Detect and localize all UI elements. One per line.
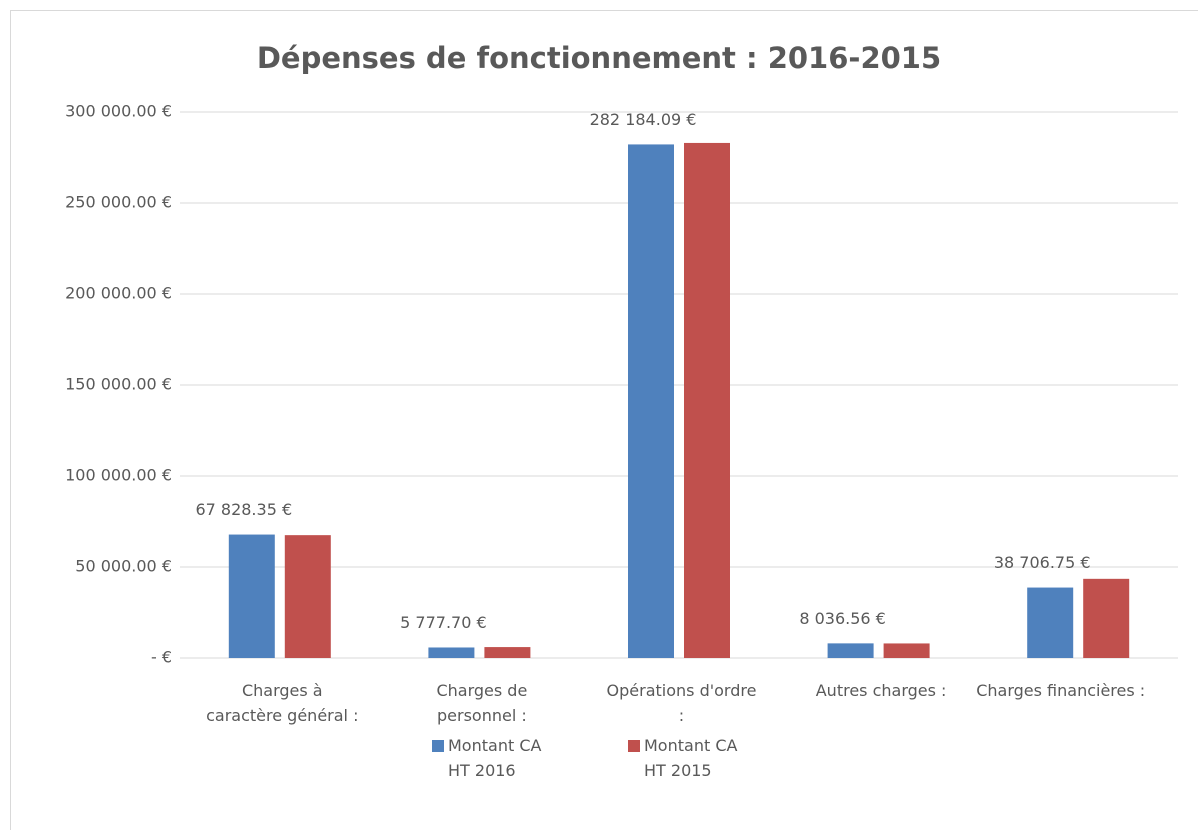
bar — [428, 647, 475, 658]
x-tick-label: Charges financières : — [976, 681, 1146, 700]
x-tick-label: Charges de personnel : — [436, 681, 528, 725]
x-tick-label: Charges à caractère général : — [206, 681, 359, 725]
legend-label: Montant CA HT 2015 — [644, 736, 738, 780]
bar — [883, 643, 930, 658]
data-label: 282 184.09 € — [590, 110, 697, 129]
legend-swatch — [432, 740, 444, 752]
y-tick-label: 300 000.00 € — [65, 102, 172, 121]
legend-swatch — [628, 740, 640, 752]
x-tick-label: Autres charges : — [815, 681, 947, 700]
bar — [628, 144, 674, 659]
data-label: 38 706.75 € — [994, 553, 1091, 572]
bar — [1027, 587, 1074, 658]
bar — [827, 643, 874, 658]
bar — [484, 647, 531, 658]
data-label: 5 777.70 € — [400, 613, 487, 632]
chart-border — [10, 10, 1198, 830]
chart-title: Dépenses de fonctionnement : 2016-2015 — [257, 41, 941, 75]
legend-label: Montant CA HT 2016 — [448, 736, 542, 780]
x-tick-label: Opérations d'ordre : — [606, 681, 757, 725]
bar — [684, 142, 730, 658]
y-tick-label: 250 000.00 € — [65, 193, 172, 212]
data-label: 8 036.56 € — [799, 609, 886, 628]
y-tick-label: 200 000.00 € — [65, 284, 172, 303]
y-tick-label: - € — [151, 648, 172, 667]
bar — [284, 535, 331, 658]
bar — [1083, 578, 1130, 658]
bar — [228, 534, 275, 658]
data-label: 67 828.35 € — [195, 500, 292, 519]
y-tick-label: 50 000.00 € — [75, 557, 172, 576]
y-tick-label: 100 000.00 € — [65, 466, 172, 485]
y-tick-label: 150 000.00 € — [65, 375, 172, 394]
